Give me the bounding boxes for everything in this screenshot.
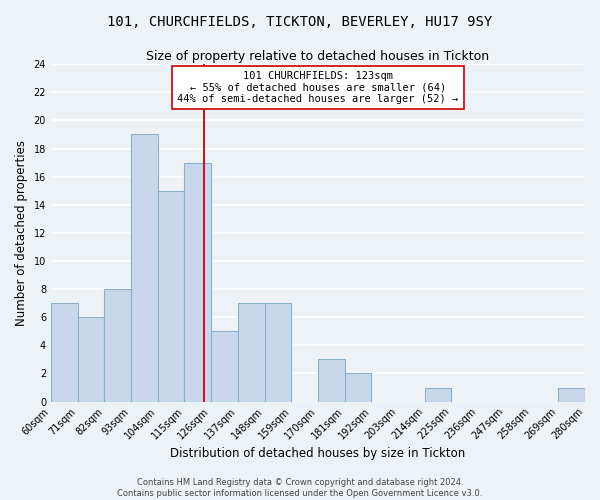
Bar: [104, 289, 131, 402]
Bar: [238, 303, 265, 402]
Bar: [51, 303, 77, 402]
Bar: [265, 303, 291, 402]
Bar: [558, 388, 585, 402]
Bar: [184, 162, 211, 402]
X-axis label: Distribution of detached houses by size in Tickton: Distribution of detached houses by size …: [170, 447, 466, 460]
Text: 101, CHURCHFIELDS, TICKTON, BEVERLEY, HU17 9SY: 101, CHURCHFIELDS, TICKTON, BEVERLEY, HU…: [107, 15, 493, 29]
Bar: [77, 317, 104, 402]
Title: Size of property relative to detached houses in Tickton: Size of property relative to detached ho…: [146, 50, 490, 63]
Bar: [344, 374, 371, 402]
Bar: [158, 190, 184, 402]
Bar: [131, 134, 158, 402]
Text: Contains HM Land Registry data © Crown copyright and database right 2024.
Contai: Contains HM Land Registry data © Crown c…: [118, 478, 482, 498]
Text: 101 CHURCHFIELDS: 123sqm
← 55% of detached houses are smaller (64)
44% of semi-d: 101 CHURCHFIELDS: 123sqm ← 55% of detach…: [178, 71, 458, 104]
Bar: [318, 360, 344, 402]
Bar: [425, 388, 451, 402]
Y-axis label: Number of detached properties: Number of detached properties: [15, 140, 28, 326]
Bar: [211, 332, 238, 402]
